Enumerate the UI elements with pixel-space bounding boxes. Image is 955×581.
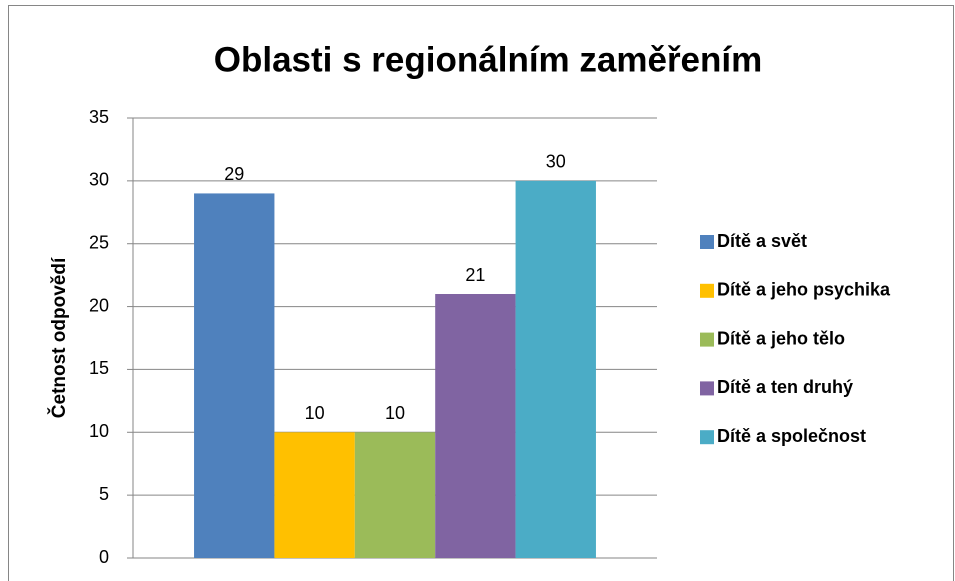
bar xyxy=(435,294,516,558)
bar xyxy=(194,193,275,558)
legend-label: Dítě a ten druhý xyxy=(717,377,853,397)
legend-swatch xyxy=(700,430,714,445)
value-label: 29 xyxy=(224,164,244,184)
value-label: 10 xyxy=(385,403,405,423)
legend-swatch xyxy=(700,381,714,396)
y-tick-label: 25 xyxy=(89,232,109,252)
legend-swatch xyxy=(700,332,714,347)
y-tick-label: 20 xyxy=(89,295,109,315)
value-label: 21 xyxy=(465,265,485,285)
bar xyxy=(515,180,596,558)
value-label: 10 xyxy=(305,403,325,423)
legend-label: Dítě a jeho tělo xyxy=(717,328,845,348)
legend-label: Dítě a svět xyxy=(717,231,807,251)
y-tick-label: 10 xyxy=(89,421,109,441)
legend-label: Dítě a jeho psychika xyxy=(717,280,891,300)
y-tick-label: 5 xyxy=(99,484,109,504)
y-tick-label: 35 xyxy=(89,107,109,127)
y-tick-label: 15 xyxy=(89,358,109,378)
legend-label: Dítě a společnost xyxy=(717,426,866,446)
chart-title: Oblasti s regionálním zaměřením xyxy=(214,40,763,79)
bar xyxy=(354,432,436,558)
legend-swatch xyxy=(700,283,714,298)
y-tick-label: 30 xyxy=(89,170,109,190)
y-axis-label: Četnost odpovědí xyxy=(48,257,70,418)
legend-swatch xyxy=(700,235,714,249)
value-label: 30 xyxy=(546,152,566,172)
y-tick-label: 0 xyxy=(99,547,109,567)
bar xyxy=(274,432,355,558)
